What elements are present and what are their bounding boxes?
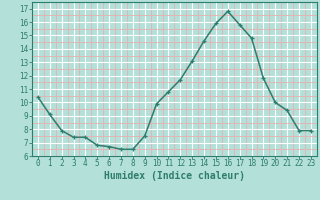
X-axis label: Humidex (Indice chaleur): Humidex (Indice chaleur) (104, 171, 245, 181)
